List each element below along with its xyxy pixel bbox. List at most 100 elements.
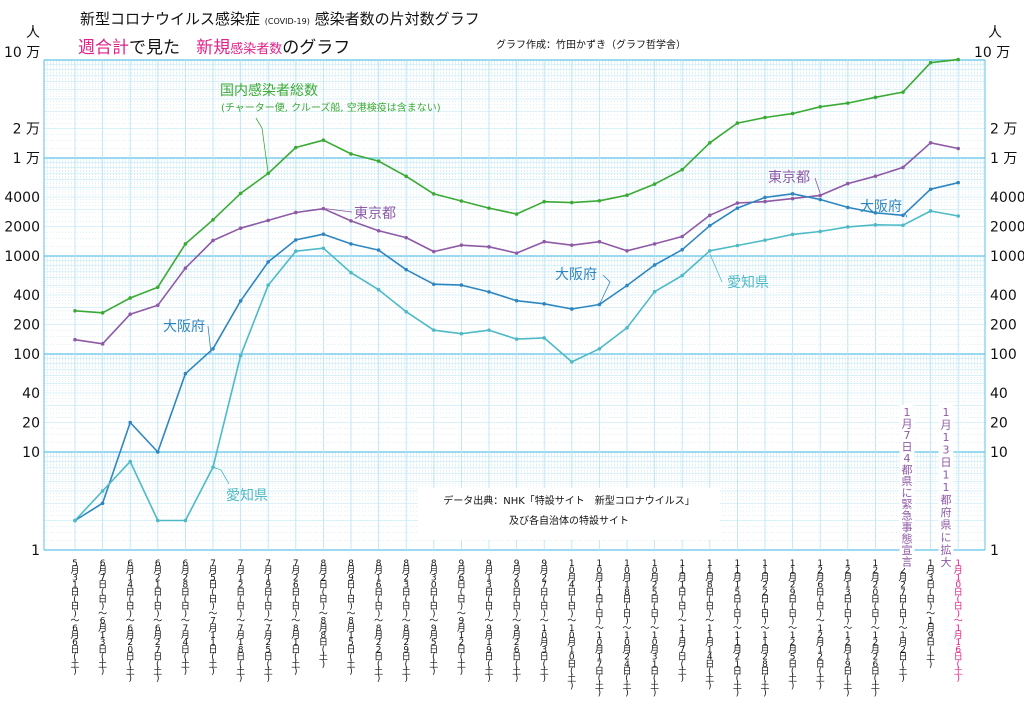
x-tick-char: 0 <box>127 645 133 655</box>
x-tick-char: ( <box>487 660 491 670</box>
x-tick-char: 日 <box>319 594 328 605</box>
x-tick-char: 9 <box>486 624 492 634</box>
data-point <box>404 235 409 240</box>
x-tick-char: ) <box>432 609 436 619</box>
x-tick-char: 1 <box>652 631 658 641</box>
x-tick-char: 2 <box>790 638 796 648</box>
data-point <box>818 197 822 202</box>
data-point <box>404 174 409 179</box>
x-tick-char: 月 <box>733 572 742 583</box>
data-point <box>100 501 105 506</box>
x-tick-char: 1 <box>928 617 934 627</box>
x-tick-char: 9 <box>431 624 437 634</box>
x-tick-char: 日 <box>567 601 576 612</box>
x-tick-char: 2 <box>845 638 851 648</box>
data-point <box>570 243 574 247</box>
x-tick-char: 1 <box>679 631 685 641</box>
x-tick-char: 7 <box>210 559 216 569</box>
leader-aichi-1 <box>212 466 230 485</box>
x-tick-char: 6 <box>376 581 382 591</box>
x-tick-char: ( <box>708 667 712 677</box>
x-tick-char: 1 <box>652 660 658 670</box>
label-osaka-3: 大阪府 <box>860 199 902 215</box>
leader-tokyo-2 <box>814 177 821 194</box>
x-tick-char: ( <box>73 595 77 605</box>
leader-osaka-3 <box>904 212 908 218</box>
subtitle-d: 感染者数 <box>230 42 283 57</box>
data-point <box>294 238 298 242</box>
x-tick-char: 〜 <box>760 624 769 634</box>
x-tick-char: 8 <box>624 588 630 598</box>
x-tick-char: 1 <box>238 638 244 648</box>
x-tick-char: 月 <box>954 565 963 576</box>
data-point <box>404 267 409 272</box>
x-tick-char: ) <box>294 609 298 619</box>
x-tick-char: 土 <box>512 665 521 677</box>
x-tick-char: 日 <box>264 587 273 598</box>
x-tick-char: 1 <box>210 631 216 641</box>
x-tick-char: 日 <box>954 652 963 663</box>
x-tick-char: ) <box>266 674 270 684</box>
x-tick-char: 3 <box>486 581 492 591</box>
data-point <box>376 248 381 252</box>
x-tick-char: 5 <box>210 573 216 583</box>
x-tick-char: 1 <box>707 566 713 576</box>
y-tick-label-left: 10 <box>22 445 40 461</box>
data-point <box>680 247 684 252</box>
data-point <box>652 182 657 186</box>
x-tick-char: 月 <box>429 565 438 576</box>
x-tick-char: 2 <box>652 581 658 591</box>
event-emergency-declaration-char: 緊 <box>902 498 913 511</box>
x-tick-char: 月 <box>678 572 687 583</box>
data-point <box>928 209 933 213</box>
x-tick-char: 日 <box>346 644 355 655</box>
x-tick-char: 日 <box>954 601 963 612</box>
x-tick-char: 月 <box>650 644 659 655</box>
x-tick-char: ) <box>901 674 905 684</box>
x-tick-char: 日 <box>70 601 79 612</box>
x-tick-char: 1 <box>238 573 244 583</box>
event-expansion-char: 拡 <box>941 543 952 557</box>
x-tick-char: 土 <box>402 665 411 677</box>
subtitle-c: 新規 <box>196 38 231 58</box>
x-tick-char: ) <box>791 681 795 691</box>
event-expansion-char: に <box>941 531 952 544</box>
x-tick-char: 4 <box>183 638 189 648</box>
data-point <box>514 298 519 303</box>
x-tick-char: 土 <box>126 665 135 677</box>
x-tick-char: 1 <box>597 559 603 569</box>
x-tick-char: ) <box>901 617 905 627</box>
x-tick-char: 9 <box>514 624 520 634</box>
x-tick-char: 〜 <box>705 617 714 627</box>
x-tick-char: 日 <box>678 601 687 612</box>
x-tick-char: 日 <box>153 587 162 598</box>
data-point <box>183 242 188 246</box>
x-tick-char: 9 <box>541 559 547 569</box>
x-tick-char: ( <box>515 660 519 670</box>
x-tick-char: 1 <box>817 559 823 569</box>
x-tick-char: 土 <box>346 658 355 670</box>
x-tick-char: 4 <box>569 581 575 591</box>
x-tick-char: ) <box>625 689 629 699</box>
x-tick-char: 土 <box>264 665 273 677</box>
x-tick-char: 9 <box>486 645 492 655</box>
event-expansion-char: 月 <box>941 419 952 432</box>
x-tick-char: ) <box>818 609 822 619</box>
x-tick-char: 2 <box>155 638 161 648</box>
x-tick-char: 6 <box>459 573 465 583</box>
x-tick-char: ( <box>128 595 132 605</box>
x-tick-char: 1 <box>624 631 630 641</box>
x-tick-char: ) <box>515 609 519 619</box>
x-tick-char: 9 <box>459 559 465 569</box>
data-point <box>432 192 436 196</box>
x-tick-char: ( <box>625 674 629 684</box>
event-expansion-char: 1 <box>943 431 950 444</box>
x-tick-char: ) <box>266 609 270 619</box>
x-tick-char: 6 <box>72 624 78 634</box>
x-tick-char: 9 <box>514 559 520 569</box>
y-tick-label-left: 1 <box>31 543 40 559</box>
leader-aichi-2 <box>709 253 723 283</box>
x-tick-char: 3 <box>403 581 409 591</box>
y-tick-label-right: 20 <box>990 415 1008 431</box>
